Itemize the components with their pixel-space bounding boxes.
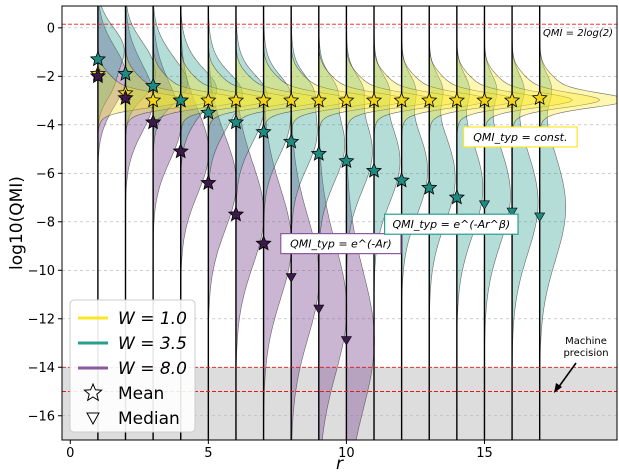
- mean-marker-s0-r16: [503, 92, 521, 108]
- annotation-box-1: [280, 233, 402, 255]
- mean-marker-s1-r10: [338, 152, 355, 169]
- mean-marker-s1-r11: [365, 162, 383, 178]
- x-tick-label: 15: [476, 446, 493, 461]
- median-marker-s1-r17: [534, 212, 546, 223]
- mean-marker-s2-r4: [172, 142, 189, 159]
- legend-box: [69, 299, 196, 433]
- legend-swatch-4: [86, 412, 100, 426]
- y-tick-label: −8: [36, 215, 55, 230]
- y-tick-label: −4: [36, 118, 55, 133]
- machine-precision-arrowhead: [554, 383, 562, 393]
- mean-marker-s1-r12: [393, 172, 410, 188]
- y-tick-label: −16: [28, 409, 55, 424]
- mean-marker-s2-r2: [117, 89, 134, 106]
- mean-marker-s2-r5: [200, 174, 217, 190]
- y-tick-label: −6: [36, 167, 55, 182]
- y-tick-label: −2: [36, 70, 55, 85]
- mean-marker-s0-r13: [421, 92, 438, 108]
- mean-marker-s1-r14: [448, 188, 465, 205]
- mean-marker-s1-r1: [89, 50, 106, 67]
- violins: [97, 6, 617, 440]
- mean-marker-s0-r7: [255, 92, 272, 108]
- annotations: QMI_typ = const. QMI_typ = e^(-Ar)QMI_typ…: [280, 126, 609, 393]
- mean-marker-s2-r6: [227, 205, 245, 222]
- ticks: 0 −2 −4 −6 −8 −10 −12 −14 −16 0 5 10 15: [28, 21, 493, 461]
- median-marker-s2-r10: [340, 336, 352, 346]
- mean-marker-s1-r8: [283, 133, 300, 149]
- mean-marker-s1-r6: [227, 113, 245, 130]
- legend-label-4: Median: [118, 409, 180, 429]
- mean-marker-s0-r11: [365, 92, 383, 108]
- mean-marker-s0-r15: [476, 92, 493, 108]
- legend-swatch-3: [83, 382, 103, 402]
- median-marker-s1-r15: [478, 200, 490, 210]
- y-tick-label: −14: [28, 361, 55, 376]
- mean-marker-s0-r17: [531, 89, 548, 106]
- mean-marker-s2-r7: [255, 235, 272, 251]
- x-tick-label: 0: [66, 446, 74, 461]
- y-axis-label: log10(QMI): [7, 176, 27, 270]
- legend-label-2: W = 8.0: [118, 359, 187, 379]
- median-marker-s2-r8: [285, 273, 297, 283]
- mean-marker-s0-r3: [145, 92, 162, 108]
- median-marker-s1-r16: [506, 207, 518, 218]
- mean-marker-s1-r3: [145, 77, 162, 93]
- mean-marker-s0-r9: [310, 92, 327, 108]
- legend-label-0: W = 1.0: [118, 309, 187, 329]
- mean-marker-s0-r6: [227, 92, 245, 108]
- mean-marker-s0-r12: [393, 92, 410, 108]
- axes-frame-rect: [61, 5, 618, 441]
- machine-precision-arrow: [557, 362, 577, 389]
- y-tick-label: −12: [28, 312, 55, 327]
- mean-marker-s2-r1: [89, 67, 106, 84]
- reference-line-label: QMI = 2log(2): [543, 28, 613, 39]
- mean-marker-s1-r4: [172, 92, 189, 108]
- axes-frame: [61, 5, 618, 441]
- markers: [89, 50, 548, 346]
- annotation-box-0: [462, 126, 578, 148]
- machine-precision-label-line1: Machine: [565, 336, 607, 347]
- mean-marker-s0-r10: [338, 92, 355, 108]
- annotation-text-0: QMI_typ = const.: [473, 131, 567, 144]
- y-tick-label: −10: [28, 264, 55, 279]
- mean-marker-s2-r3: [145, 113, 162, 130]
- legend-label-3: Mean: [118, 384, 164, 404]
- annotation-box-2: [384, 213, 519, 235]
- mean-marker-s1-r5: [200, 104, 217, 120]
- median-marker-s2-r9: [313, 304, 325, 315]
- mean-marker-s1-r9: [310, 145, 327, 161]
- mean-marker-s0-r8: [283, 92, 300, 108]
- legend-label-1: W = 3.5: [118, 334, 187, 354]
- legend: W = 1.0 W = 3.5 W = 8.0 Mean Median: [69, 299, 196, 433]
- annotation-text-1: QMI_typ = e^(-Ar): [290, 238, 392, 251]
- x-axis-label: r: [336, 454, 344, 472]
- mean-marker-s1-r2: [117, 65, 134, 81]
- annotation-text-2: QMI_typ = e^(-Ar^β): [392, 218, 510, 231]
- mean-marker-s1-r13: [421, 179, 438, 195]
- x-tick-label: 10: [338, 446, 355, 461]
- y-tick-label: 0: [47, 21, 55, 36]
- mean-marker-s1-r7: [255, 123, 272, 139]
- machine-precision-label-line2: precision: [563, 348, 608, 359]
- mean-marker-s0-r5: [200, 92, 217, 108]
- x-tick-label: 5: [204, 446, 212, 461]
- mean-marker-s0-r14: [448, 92, 465, 108]
- axis-labels: r log10(QMI): [7, 176, 344, 472]
